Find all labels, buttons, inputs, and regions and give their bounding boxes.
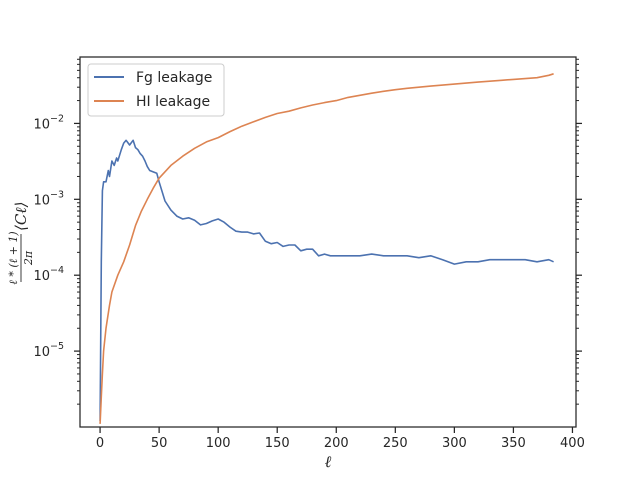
y-tick-label: 10−5 [33, 341, 64, 360]
x-axis-label: ℓ [325, 452, 332, 471]
x-axis-ticks: 0 50 100 150 200 250 300 350 400 [96, 427, 585, 451]
y-axis-label-suffix: ⟨Cℓ⟩ [12, 202, 30, 231]
x-tick-label: 100 [206, 436, 231, 451]
x-tick-label: 200 [324, 436, 349, 451]
y-tick-label: 10−2 [33, 113, 64, 132]
legend-entry-label: Fg leakage [136, 70, 212, 86]
y-tick-label: 10−3 [33, 189, 64, 208]
x-tick-label: 50 [151, 436, 168, 451]
series-layer [99, 73, 554, 424]
y-axis-label: ℓ * (ℓ + 1) 2π ⟨Cℓ⟩ [7, 202, 35, 285]
x-tick-label: 400 [560, 436, 585, 451]
legend: Fg leakage HI leakage [87, 63, 225, 117]
plot-frame [79, 56, 577, 428]
series-line-fg-leakage [99, 139, 554, 422]
series-line-hi-leakage [99, 73, 554, 424]
y-axis-label-numerator: ℓ * (ℓ + 1) [7, 231, 20, 284]
y-axis-minor-ticks [77, 58, 579, 405]
x-tick-label: 350 [501, 436, 526, 451]
x-tick-label: 150 [265, 436, 290, 451]
y-axis-label-denominator: 2π [22, 250, 35, 266]
x-tick-label: 300 [442, 436, 467, 451]
y-axis-ticks: 10−5 10−4 10−3 10−2 [33, 113, 582, 360]
y-tick-label: 10−4 [33, 265, 64, 284]
x-tick-label: 0 [96, 436, 104, 451]
x-tick-label: 250 [383, 436, 408, 451]
legend-entry-label: HI leakage [136, 94, 210, 110]
